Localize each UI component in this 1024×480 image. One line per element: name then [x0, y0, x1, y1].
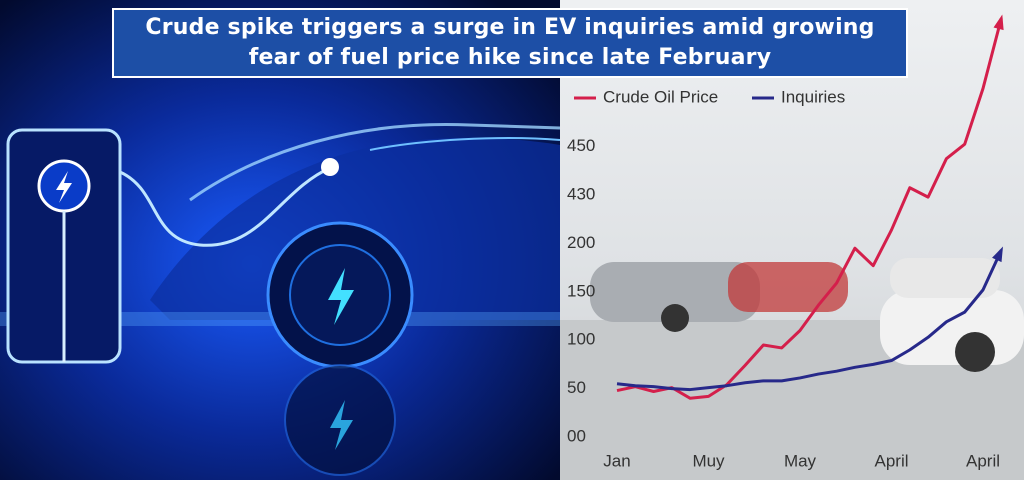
x-tick-label: April: [874, 451, 908, 470]
y-tick-label: 450: [567, 136, 595, 155]
left-illustration: [0, 0, 561, 480]
x-tick-label: April: [966, 451, 1000, 470]
right-photo: [560, 0, 1024, 480]
data-line: [616, 249, 1003, 392]
y-tick-label: 100: [567, 330, 595, 349]
y-tick-label: 150: [567, 281, 595, 300]
line-arrowhead: [993, 14, 1004, 31]
y-tick-label: 50: [567, 378, 586, 397]
chart-title: Crude spike triggers a surge in EV inqui…: [145, 15, 875, 70]
y-tick-label: 430: [567, 184, 595, 203]
x-tick-label: Muy: [692, 451, 725, 470]
y-tick-label: 00: [567, 426, 586, 445]
data-line: [616, 17, 1003, 400]
x-tick-label: May: [784, 451, 817, 470]
legend-label: Crude Oil Price: [603, 87, 718, 106]
y-tick-label: 200: [567, 233, 595, 252]
line-arrowhead: [992, 246, 1003, 263]
x-tick-label: Jan: [603, 451, 630, 470]
legend-label: Inquiries: [781, 87, 845, 106]
title-banner: Crude spike triggers a surge in EV inqui…: [112, 8, 908, 78]
